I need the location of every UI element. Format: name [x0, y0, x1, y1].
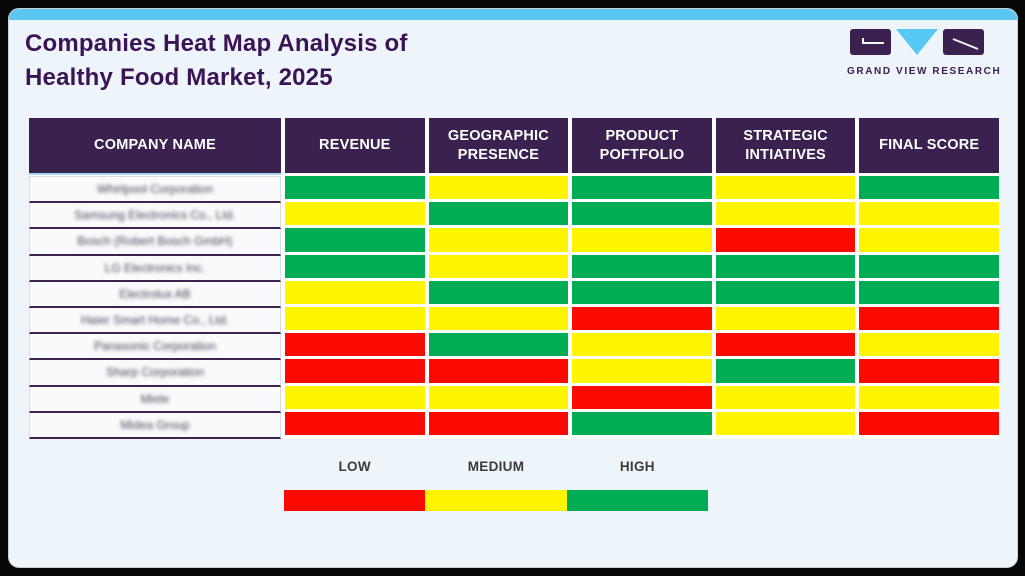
heat-cell-low [572, 385, 712, 409]
heat-cell-high [572, 176, 712, 200]
heat-cell-medium [715, 411, 856, 435]
heat-cell-low [715, 333, 856, 357]
heat-cell-medium [715, 176, 856, 200]
legend-labels: LOW MEDIUM HIGH [284, 459, 708, 474]
gvr-logo: GRAND VIEW RESEARCH [847, 29, 1002, 77]
heat-cell-high [572, 280, 712, 304]
heat-cell-high [715, 359, 856, 383]
heat-cell-low [285, 411, 425, 435]
company-cell: Whirlpool Corporation [29, 177, 281, 204]
heat-cell-medium [572, 228, 712, 252]
company-cell: LG Electronics Inc. [29, 255, 281, 282]
heat-cell-low [859, 411, 999, 435]
column-header: STRATEGIC INTIATIVES [715, 118, 856, 173]
heat-cell-medium [859, 333, 999, 357]
heat-cell-high [572, 202, 712, 226]
heat-cell-medium [428, 176, 569, 200]
column-header: FINAL SCORE [859, 118, 999, 173]
heat-cell-medium [859, 385, 999, 409]
legend-swatch-low [284, 490, 426, 511]
heat-cell-low [428, 359, 569, 383]
column-header: GEOGRAPHIC PRESENCE [428, 118, 569, 173]
heat-cell-medium [428, 228, 569, 252]
heat-cell-high [859, 176, 999, 200]
legend-label-medium: MEDIUM [467, 459, 525, 474]
legend-label-low: LOW [338, 459, 371, 474]
legend-color-bar [284, 490, 708, 511]
company-cells: Whirlpool Corporation Samsung Electronics… [29, 176, 281, 439]
heat-cell-medium [859, 228, 999, 252]
heat-cell-high [285, 176, 425, 200]
heat-cell-low [715, 228, 856, 252]
heat-cell-high [715, 254, 856, 278]
gvr-logo-text: GRAND VIEW RESEARCH [847, 66, 1002, 77]
heat-grid: REVENUE GEOGRAPHIC PRESENCE PRODUCT POFTFO… [285, 118, 999, 439]
heat-cell-low [859, 306, 999, 331]
heat-cell-high [859, 254, 999, 278]
page-title-line2: Healthy Food Market, 2025 [25, 64, 333, 91]
company-cell: Panasonic Corporation [29, 334, 281, 361]
heat-cell-medium [715, 306, 856, 331]
heat-cell-medium [285, 280, 425, 304]
heat-cell-high [285, 254, 425, 278]
page-title-line1: Companies Heat Map Analysis of [25, 30, 408, 57]
heat-cell-medium [428, 254, 569, 278]
heat-cell-low [859, 359, 999, 383]
column-header: PRODUCT POFTFOLIO [572, 118, 712, 173]
heat-cell-low [572, 306, 712, 331]
heat-cell-high [428, 280, 569, 304]
heat-cell-medium [572, 359, 712, 383]
legend-label-high: HIGH [619, 459, 655, 474]
heat-cell-medium [285, 202, 425, 226]
company-cell: Samsung Electronics Co., Ltd. [29, 203, 281, 230]
heat-cell-medium [572, 333, 712, 357]
heat-cell-high [285, 228, 425, 252]
heat-cell-high [428, 333, 569, 357]
heat-cell-medium [715, 202, 856, 226]
heat-cell-low [285, 333, 425, 357]
heat-cell-medium [285, 306, 425, 331]
company-cell: Miele [29, 386, 281, 413]
heat-cell-medium [285, 385, 425, 409]
page-title: Companies Heat Map Analysis of Healthy Fo… [25, 27, 408, 95]
heat-cell-high [859, 280, 999, 304]
company-cell: Bosch (Robert Bosch GmbH) [29, 229, 281, 256]
company-cell: Haier Smart Home Co., Ltd. [29, 307, 281, 335]
legend: LOW MEDIUM HIGH [284, 459, 708, 511]
column-header: REVENUE [285, 118, 425, 173]
heat-cell-medium [428, 385, 569, 409]
heat-cell-low [285, 359, 425, 383]
column-header-company: COMPANY NAME [29, 118, 281, 173]
heat-cell-low [428, 411, 569, 435]
heat-cell-high [715, 280, 856, 304]
heat-cell-medium [428, 306, 569, 331]
company-column: COMPANY NAME Whirlpool Corporation Samsun… [29, 118, 281, 439]
top-accent-bar [9, 9, 1017, 20]
heat-cell-high [572, 411, 712, 435]
legend-swatch-high [566, 490, 708, 511]
legend-swatch-medium [425, 490, 567, 511]
company-cell: Electrolux AB [29, 281, 281, 308]
heat-cell-high [428, 202, 569, 226]
company-cell: Midea Group [29, 412, 281, 439]
company-header-divider [29, 173, 281, 176]
gvr-logo-mark [849, 29, 984, 55]
heat-cell-medium [859, 202, 999, 226]
company-cell: Sharp Corporation [29, 360, 281, 387]
heat-cell-high [572, 254, 712, 278]
heatmap-card: Companies Heat Map Analysis of Healthy Fo… [8, 8, 1018, 568]
heatmap-table: COMPANY NAME Whirlpool Corporation Samsun… [29, 118, 999, 439]
heat-cell-medium [715, 385, 856, 409]
